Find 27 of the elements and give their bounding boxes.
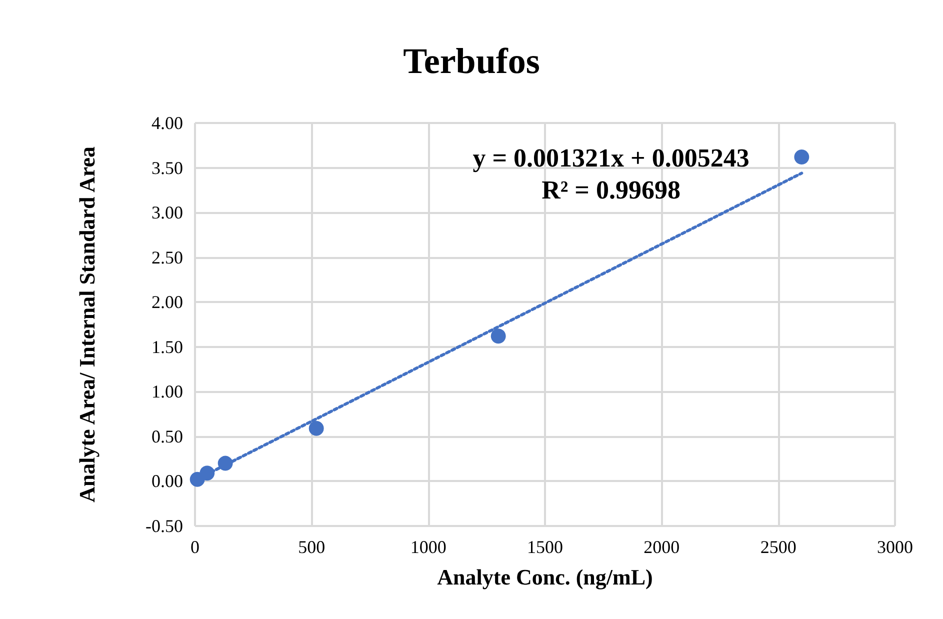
- point: [308, 420, 324, 436]
- y-tick-label: 3.50: [152, 158, 183, 178]
- point: [218, 456, 233, 471]
- y-tick-label: 3.00: [152, 202, 183, 223]
- x-axis-title: Analyte Conc. (ng/mL): [437, 564, 653, 590]
- y-tick-label: 1.00: [152, 382, 183, 402]
- y-tick-label: 0.00: [152, 471, 183, 492]
- y-tick-label: 4.00: [152, 113, 183, 133]
- x-tick-label: 2000: [644, 537, 680, 557]
- point: [200, 466, 215, 481]
- y-tick-label: -0.50: [146, 516, 183, 536]
- x-tick-label: 0: [190, 537, 200, 557]
- y-tick-label: 0.50: [152, 426, 183, 446]
- annotation: R² = 0.99698: [542, 176, 680, 204]
- y-tick-label: 1.50: [152, 336, 183, 357]
- x-tick-label: 500: [298, 537, 326, 557]
- point: [794, 150, 810, 165]
- x-tick-label: 2500: [760, 537, 796, 557]
- x-tick-label: 1000: [410, 537, 446, 557]
- x-tick-label: 3000: [877, 537, 913, 557]
- chart-title: Terbufos: [403, 41, 540, 81]
- y-tick-label: 2.00: [152, 292, 183, 312]
- annotation: y = 0.001321x + 0.005243: [472, 144, 750, 172]
- y-tick-label: 2.50: [152, 247, 183, 268]
- x-tick-label: 1500: [527, 537, 563, 557]
- point: [490, 328, 506, 344]
- y-axis-title: Analyte Area/ Internal Standard Area: [74, 146, 100, 503]
